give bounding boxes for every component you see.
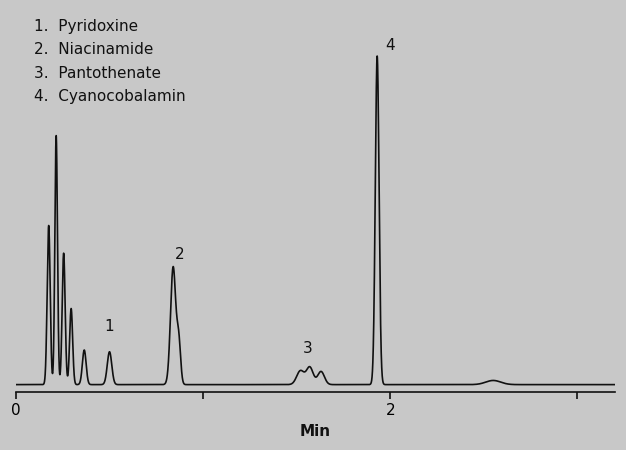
Text: 1: 1 [105, 320, 115, 334]
Text: 3: 3 [303, 341, 313, 356]
X-axis label: Min: Min [300, 424, 331, 439]
Text: 4: 4 [386, 38, 395, 53]
Text: 2: 2 [175, 247, 185, 262]
Text: 1.  Pyridoxine
2.  Niacinamide
3.  Pantothenate
4.  Cyanocobalamin: 1. Pyridoxine 2. Niacinamide 3. Pantothe… [34, 19, 185, 104]
